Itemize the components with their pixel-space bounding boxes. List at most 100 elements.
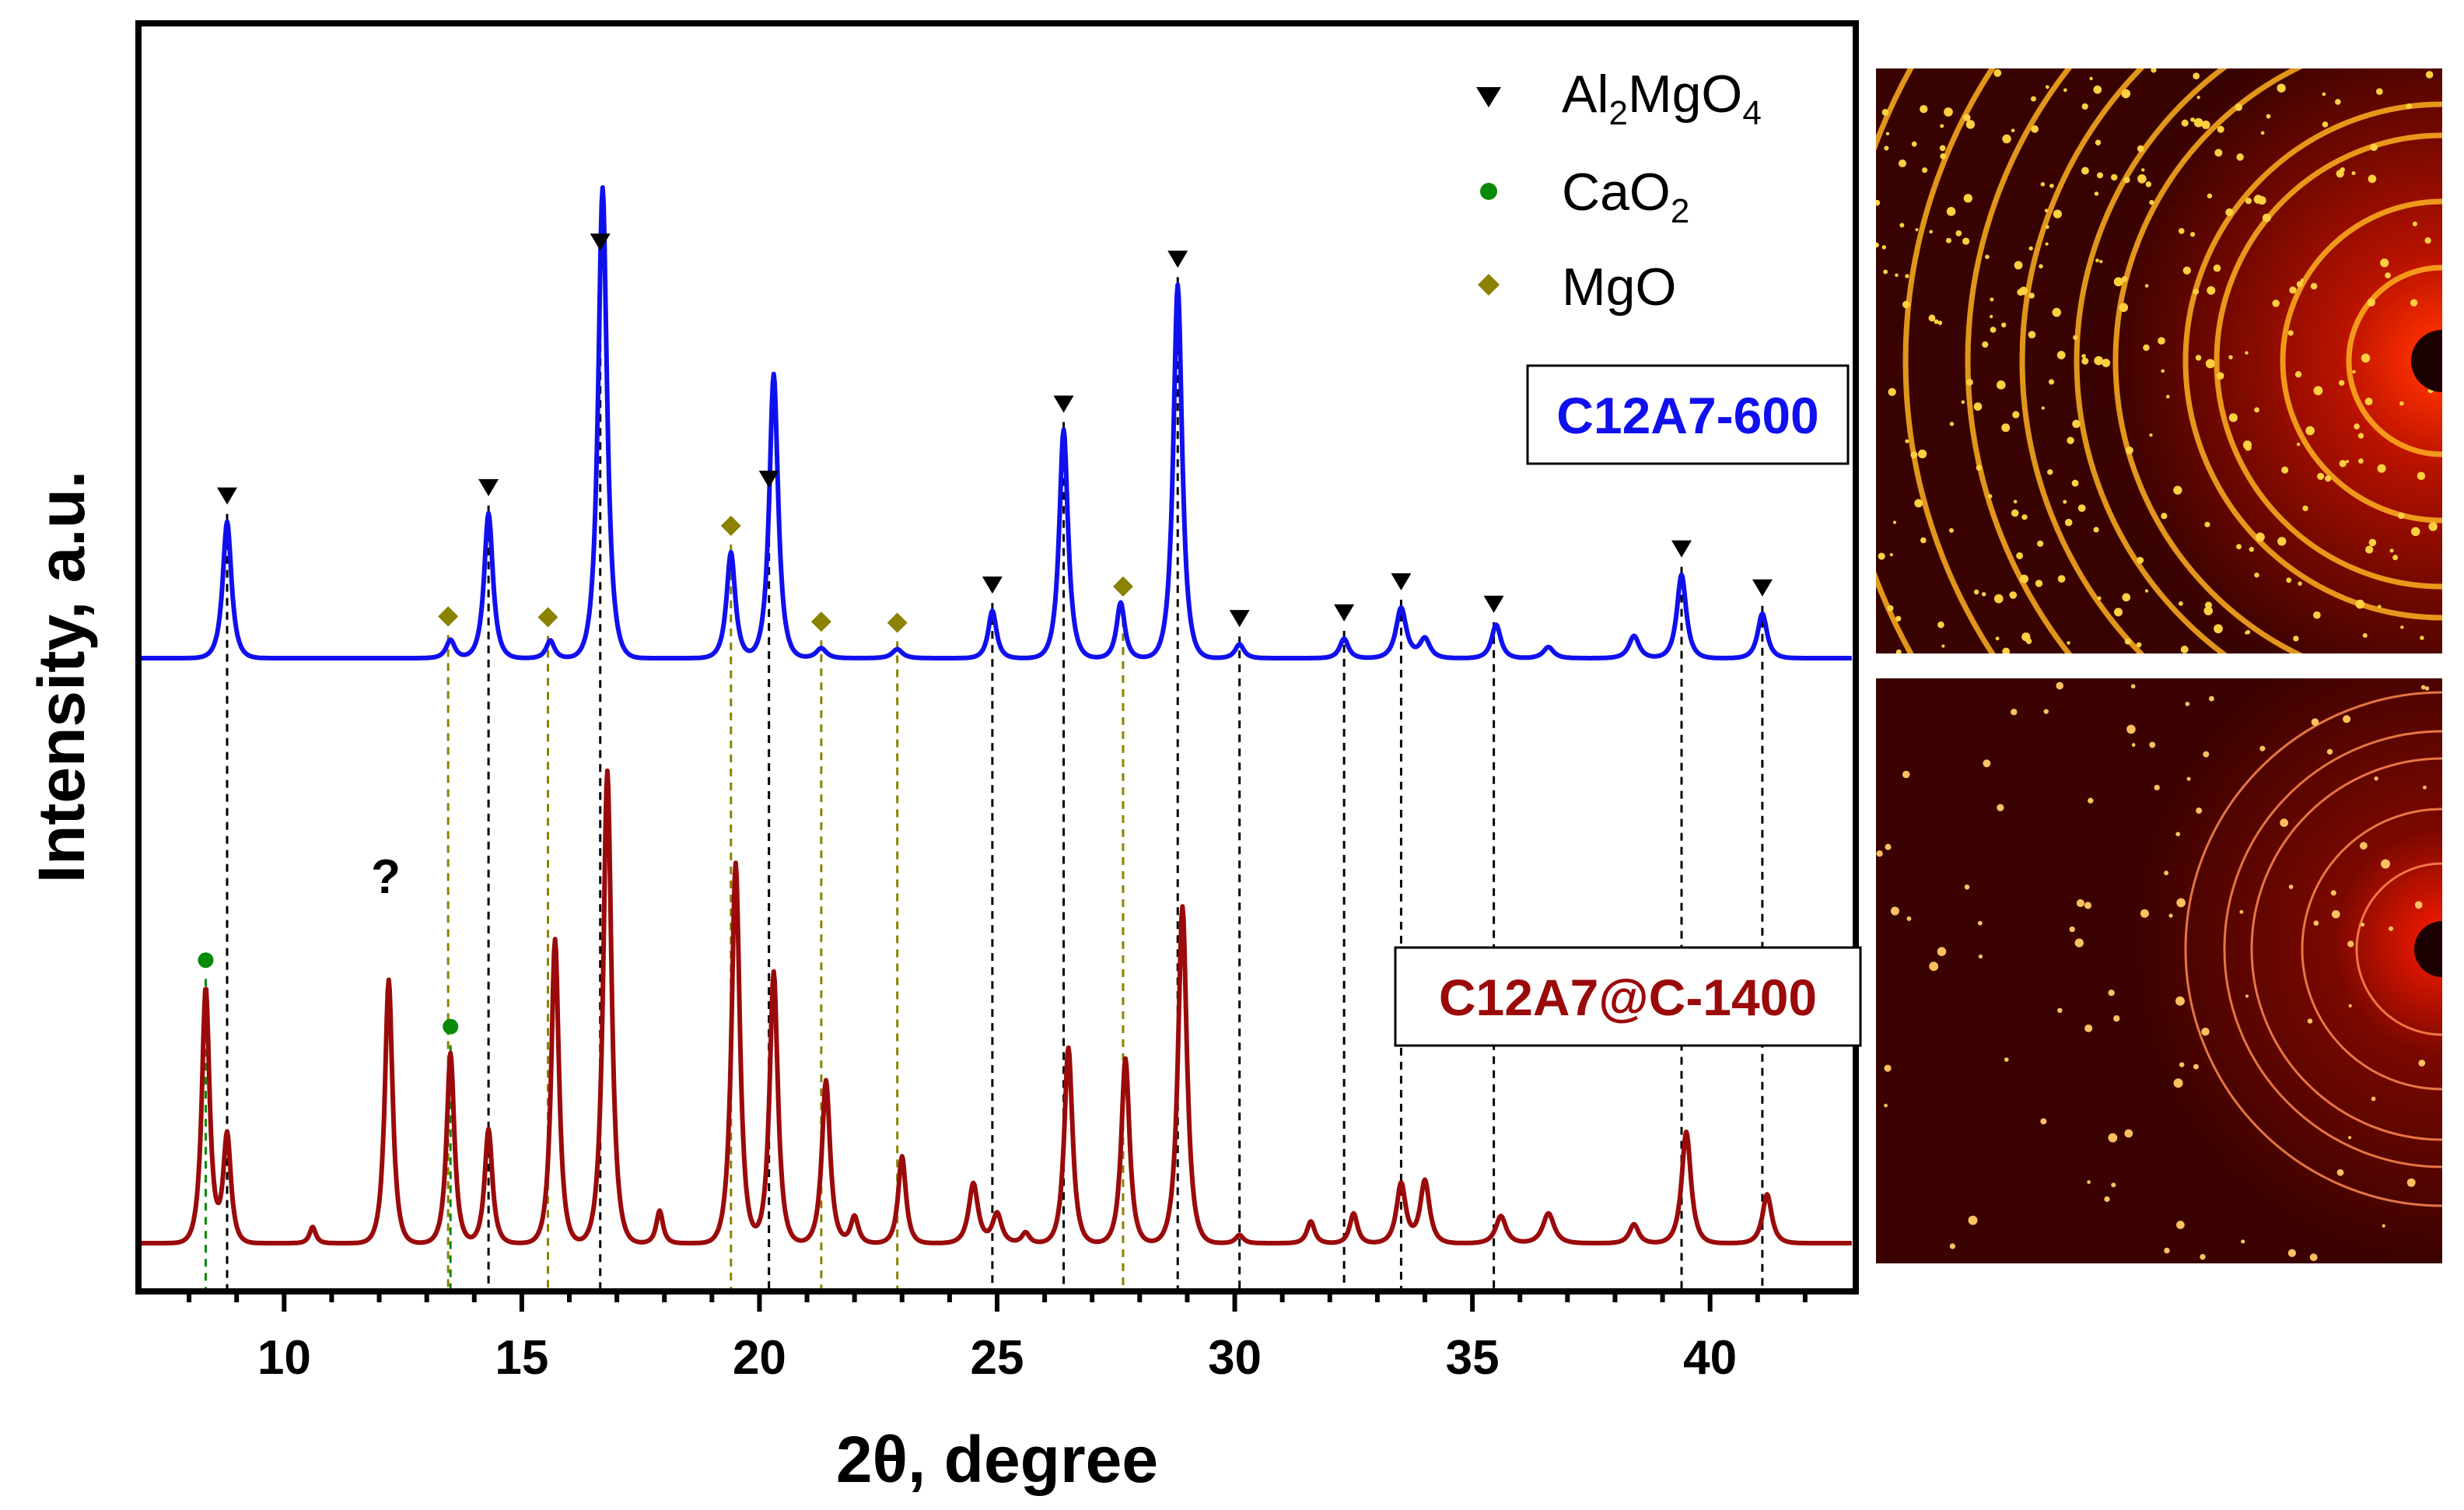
- inset-diffraction-rings-600: [1876, 68, 2442, 653]
- x-tick-label: 25: [971, 1331, 1024, 1385]
- diffraction-spot: [2325, 475, 2332, 482]
- diffraction-spot: [2214, 624, 2223, 634]
- diffraction-spot: [2124, 1129, 2133, 1138]
- diffraction-spot: [2185, 701, 2190, 706]
- diffraction-spot: [2260, 131, 2265, 135]
- diffraction-spot: [2179, 1062, 2185, 1067]
- diffraction-spot: [1996, 380, 2006, 390]
- diffraction-spot: [2173, 1078, 2183, 1088]
- diffraction-spot: [2389, 926, 2394, 931]
- diffraction-spot: [1955, 229, 1962, 236]
- diffraction-spot: [2239, 909, 2244, 914]
- diffraction-ring: [2182, 101, 2442, 621]
- al2mgo4-marker: [1229, 610, 1250, 628]
- diffraction-spot: [2097, 172, 2104, 179]
- diffraction-spot: [2025, 638, 2032, 644]
- diffraction-spot: [2397, 512, 2405, 520]
- diffraction-spot: [1963, 194, 1972, 203]
- diffraction-spot: [2355, 599, 2365, 609]
- diffraction-spot: [2193, 289, 2200, 295]
- diffraction-spot: [2354, 423, 2360, 430]
- diffraction-spot: [2381, 859, 2391, 869]
- diffraction-spot: [2203, 751, 2210, 758]
- al2mgo4-marker: [982, 576, 1003, 594]
- diffraction-spot: [1892, 520, 1897, 524]
- diffraction-spot: [2420, 685, 2426, 690]
- cao2-marker: [443, 1018, 459, 1035]
- diffraction-spot: [2009, 591, 2018, 599]
- al2mgo4-marker: [1391, 573, 1412, 590]
- diffraction-spot: [2149, 741, 2156, 748]
- diffraction-spot: [2119, 303, 2129, 313]
- diffraction-spot: [2149, 200, 2154, 205]
- diffraction-spot: [2410, 527, 2420, 537]
- diffraction-spot: [2049, 184, 2054, 188]
- diffraction-spot: [2145, 181, 2152, 187]
- label-c12a7c-1400: C12A7@C-1400: [1439, 969, 1817, 1026]
- diffraction-spot: [2330, 890, 2336, 896]
- diffraction-spot: [2424, 237, 2431, 244]
- diffraction-spot: [1887, 604, 1894, 611]
- diffraction-spot: [2216, 372, 2224, 380]
- diffraction-spot: [2095, 258, 2099, 263]
- diffraction-spot: [1876, 850, 1883, 857]
- diffraction-spot: [2365, 545, 2374, 554]
- diffraction-spot: [2371, 1096, 2376, 1102]
- diffraction-spot: [2043, 709, 2049, 714]
- diffraction-spot: [2364, 398, 2373, 406]
- diffraction-spot: [2249, 546, 2255, 552]
- diffraction-spot: [2073, 335, 2078, 341]
- diffraction-spot: [2310, 282, 2318, 290]
- diffraction-spot: [2137, 174, 2147, 184]
- diffraction-spot: [2004, 1057, 2009, 1062]
- diffraction-spot: [2236, 153, 2244, 161]
- diffraction-spot: [1889, 552, 1893, 557]
- x-tick-label: 40: [1683, 1331, 1737, 1385]
- diffraction-spot: [2088, 797, 2094, 804]
- diffraction-spot: [2343, 715, 2351, 723]
- diffraction-spot: [1876, 199, 1881, 206]
- diffraction-spot: [2245, 198, 2252, 205]
- diffraction-spot: [2254, 407, 2259, 413]
- diffraction-spot: [2242, 440, 2252, 450]
- diffraction-spot: [2262, 213, 2271, 222]
- diffraction-spot: [2313, 611, 2321, 619]
- x-axis-title: 2θ, degree: [836, 1423, 1158, 1496]
- diffraction-spot: [1928, 314, 1936, 322]
- diffraction-spot: [2241, 1239, 2245, 1244]
- diffraction-spot: [2214, 149, 2223, 157]
- mgo-marker: [537, 607, 558, 628]
- diffraction-spot: [2028, 246, 2033, 250]
- diffraction-spot: [1990, 326, 1997, 333]
- diffraction-spot: [2370, 143, 2378, 152]
- diffraction-spot: [2217, 125, 2224, 133]
- diffraction-spot: [2063, 88, 2067, 93]
- diffraction-spot: [2204, 521, 2210, 527]
- diffraction-spot: [2019, 286, 2028, 296]
- diffraction-spot: [1920, 537, 1927, 544]
- legend-item-mgo: MgO: [1478, 258, 1676, 317]
- diffraction-spot: [2111, 1182, 2116, 1188]
- diffraction-spot: [2311, 718, 2319, 727]
- al2mgo4-marker: [217, 487, 237, 505]
- diffraction-spot: [2313, 920, 2319, 926]
- diffraction-spot: [2057, 575, 2066, 583]
- diffraction-spot: [2348, 1004, 2352, 1007]
- diffraction-spot: [1973, 402, 1983, 411]
- diffraction-spot: [1905, 274, 1909, 279]
- diffraction-spot: [2035, 580, 2043, 587]
- diffraction-spot: [2137, 556, 2144, 564]
- x-axis-ticks: 10 15 20 25 30 35 40: [187, 1291, 1808, 1385]
- diffraction-spot: [2367, 298, 2375, 307]
- diffraction-spot: [2113, 1015, 2120, 1022]
- diffraction-spot: [2154, 784, 2160, 791]
- diffraction-spot: [1878, 552, 1885, 560]
- diffraction-spot: [2322, 121, 2329, 128]
- diffraction-spot: [2259, 745, 2266, 751]
- diffraction-spot: [2193, 117, 2203, 128]
- diffraction-spot: [1949, 1243, 1956, 1249]
- diffraction-spot: [2031, 96, 2036, 102]
- diffraction-spot: [2196, 808, 2203, 815]
- diffraction-spot: [1906, 916, 1912, 921]
- diffraction-spot: [2358, 458, 2364, 464]
